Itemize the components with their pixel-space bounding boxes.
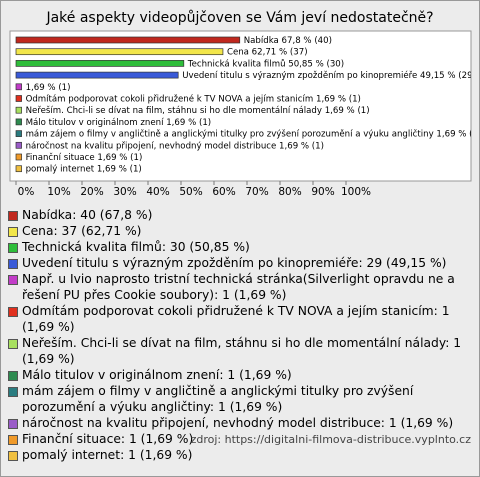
- x-tick-label: 10%: [47, 186, 70, 198]
- x-tick-label: 0%: [18, 186, 35, 198]
- bar: [15, 130, 22, 137]
- legend-item: Např. u Ivio naprosto tristní technická …: [7, 271, 473, 303]
- legend: Nabídka: 40 (67,8 %) Cena: 37 (62,71 %) Te…: [7, 207, 473, 463]
- bar: [15, 141, 22, 149]
- bar: [15, 60, 185, 67]
- legend-item: Odmítám podporovat cokoli přidružené k T…: [7, 303, 473, 335]
- legend-item: Finanční situace: 1 (1,69 %): [7, 431, 473, 447]
- legend-label: Technická kvalita filmů: 30 (50,85 %): [22, 240, 250, 254]
- bar: [15, 48, 224, 56]
- legend-item: pomalý internet: 1 (1,69 %): [7, 447, 473, 463]
- legend-label: Málo titulov v originálnom znení: 1 (1,6…: [22, 368, 292, 382]
- legend-item: Málo titulov v originálnom znení: 1 (1,6…: [7, 367, 473, 383]
- legend-swatch: [8, 259, 18, 269]
- bar: [15, 165, 22, 173]
- legend-swatch: [8, 387, 18, 397]
- legend-item: Cena: 37 (62,71 %): [7, 223, 473, 239]
- bar: [15, 118, 22, 126]
- bar-label: Nabídka 67,8 % (40): [244, 36, 332, 46]
- legend-item: Neřeším. Chci-li se dívat na film, stáhn…: [7, 335, 473, 367]
- legend-label: Odmítám podporovat cokoli přidružené k T…: [22, 304, 450, 334]
- bar: [15, 71, 179, 79]
- bar-label: pomalý internet 1,69 % (1): [26, 165, 142, 175]
- legend-swatch: [8, 307, 18, 317]
- plot: Jaké aspekty videopůjčoven se Vám jeví n…: [9, 10, 479, 198]
- x-tick-label: 50%: [179, 186, 202, 198]
- bar-label: Odmítám podporovat cokoli přidružené k T…: [26, 94, 361, 105]
- bar-label: 1,69 % (1): [26, 83, 71, 93]
- bar-label: Technická kvalita filmů 50,85 % (30): [187, 58, 344, 69]
- legend-label: Neřeším. Chci-li se dívat na film, stáhn…: [22, 336, 462, 366]
- bar-label: Uvedení titulu s výrazným zpožděním po k…: [182, 70, 476, 81]
- legend-label: Uvedení titulu s výrazným zpožděním po k…: [22, 256, 447, 270]
- x-tick-label: 100%: [341, 186, 371, 198]
- legend-label: pomalý internet: 1 (1,69 %): [22, 448, 193, 462]
- x-tick-label: 20%: [80, 186, 103, 198]
- x-tick-label: 40%: [146, 186, 169, 198]
- bar: [15, 153, 22, 161]
- legend-swatch: [8, 243, 18, 253]
- x-tick-label: 80%: [278, 186, 301, 198]
- legend-label: náročnost na kvalitu připojení, nevhodný…: [22, 416, 454, 430]
- chart-title: Jaké aspekty videopůjčoven se Vám jeví n…: [45, 10, 433, 26]
- legend-label: Finanční situace: 1 (1,69 %): [22, 432, 194, 446]
- x-tick-label: 60%: [212, 186, 235, 198]
- x-tick-label: 30%: [113, 186, 136, 198]
- bar-label: Neřeším. Chci-li se dívat na film, stáhn…: [26, 105, 370, 116]
- bar: [15, 95, 22, 102]
- bar-label: náročnost na kvalitu připojení, nevhodný…: [26, 140, 324, 151]
- bar: [15, 83, 22, 91]
- legend-swatch: [8, 211, 18, 221]
- legend-swatch: [8, 275, 18, 285]
- legend-item: Uvedení titulu s výrazným zpožděním po k…: [7, 255, 473, 271]
- bar-label: Málo titulov v originálnom znení 1,69 % …: [26, 118, 212, 128]
- bar: [15, 106, 22, 114]
- legend-swatch: [8, 227, 18, 237]
- bar-label: mám zájem o filmy v angličtině a anglick…: [26, 129, 479, 140]
- x-tick-label: 90%: [311, 186, 334, 198]
- legend-label: Cena: 37 (62,71 %): [22, 224, 142, 238]
- legend-label: Nabídka: 40 (67,8 %): [22, 208, 153, 222]
- legend-swatch: [8, 371, 18, 381]
- x-tick-label: 70%: [245, 186, 268, 198]
- legend-item: Technická kvalita filmů: 30 (50,85 %): [7, 239, 473, 255]
- legend-label: mám zájem o filmy v angličtině a anglick…: [22, 384, 414, 414]
- legend-swatch: [8, 435, 18, 445]
- legend-label: Např. u Ivio naprosto tristní technická …: [22, 272, 455, 302]
- legend-swatch: [8, 339, 18, 349]
- legend-item: Nabídka: 40 (67,8 %): [7, 207, 473, 223]
- legend-swatch: [8, 419, 18, 429]
- bar: [15, 36, 241, 44]
- legend-swatch: [8, 451, 18, 461]
- source: zdroj: https://digitalni-filmova-distrib…: [190, 433, 471, 446]
- legend-item: náročnost na kvalitu připojení, nevhodný…: [7, 415, 473, 431]
- bar-label: Cena 62,71 % (37): [227, 48, 308, 58]
- bar-label: Finanční situace 1,69 % (1): [26, 152, 143, 163]
- plot-area: [9, 30, 472, 182]
- legend-item: mám zájem o filmy v angličtině a anglick…: [7, 383, 473, 415]
